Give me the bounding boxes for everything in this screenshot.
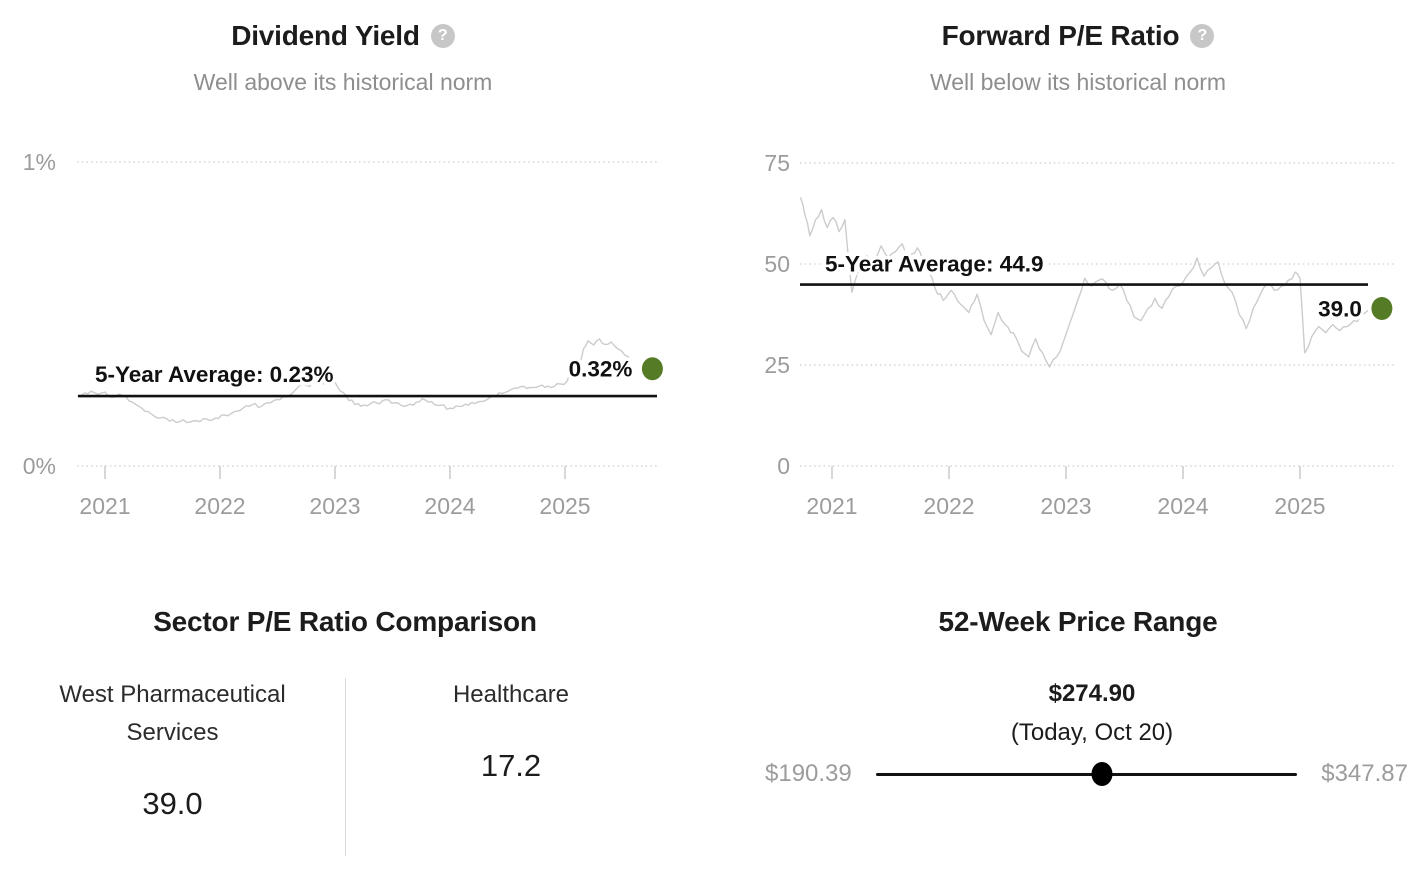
forward-pe-chart: 75 50 25 0 2021 2022 2023 2024 2025 5-Year Averag… (764, 150, 1396, 519)
forward-pe-header: Forward P/E Ratio ? Well below its histo… (712, 20, 1424, 96)
comparison-column-sector: Healthcare 17.2 (346, 676, 676, 784)
current-value-marker (641, 357, 663, 381)
forward-pe-subtitle: Well below its historical norm (929, 69, 1227, 95)
company-name: West Pharmaceutical Services (59, 681, 286, 746)
metric-history-line (77, 338, 633, 424)
price-range-title: 52-Week Price Range (938, 606, 1218, 637)
x-axis-tick-label: 2021 (79, 493, 130, 519)
x-axis-tick-label: 2021 (806, 493, 857, 519)
average-line-label: 5-Year Average: 0.23% (95, 362, 333, 387)
current-value-label: 0.32% (569, 357, 633, 382)
dividend-yield-panel: 1% 0% 2021 2022 2023 2024 2025 5-Year Average: … (0, 0, 712, 580)
current-value-label: 39.0 (1318, 296, 1362, 321)
x-axis-tick-label: 2023 (309, 493, 360, 519)
x-axis-tick-label: 2024 (1157, 493, 1208, 519)
help-icon[interactable]: ? (1190, 24, 1215, 48)
current-price: $274.90 (1048, 680, 1136, 707)
y-axis-tick-label: 50 (764, 251, 790, 277)
y-axis-tick-label: 1% (23, 149, 56, 175)
x-axis-tick-label: 2023 (1040, 493, 1091, 519)
company-pe-value: 39.0 (142, 786, 203, 821)
y-axis-tick-label: 0% (23, 453, 56, 479)
y-axis-tick-label: 75 (764, 150, 790, 176)
average-line-label: 5-Year Average: 44.9 (825, 252, 1043, 277)
sector-name: Healthcare (452, 681, 570, 708)
y-axis-tick-label: 0 (777, 453, 790, 479)
y-axis-tick-label: 25 (764, 352, 790, 378)
sector-pe-comparison-panel: Sector P/E Ratio Comparison West Pharmac… (0, 580, 712, 870)
range-max-label: $347.87 (1321, 760, 1408, 787)
forward-pe-panel: 75 50 25 0 2021 2022 2023 2024 2025 5-Year Averag… (712, 0, 1424, 580)
x-axis-tick-label: 2022 (923, 493, 974, 519)
range-min-label: $190.39 (765, 760, 852, 787)
x-axis-tick-label: 2025 (1274, 493, 1325, 519)
metric-history-line (799, 197, 1369, 368)
comparison-column-company: West Pharmaceutical Services 39.0 (0, 676, 345, 822)
sector-comparison-title: Sector P/E Ratio Comparison (153, 606, 537, 637)
sector-pe-value: 17.2 (480, 748, 542, 783)
dividend-yield-chart: 1% 0% 2021 2022 2023 2024 2025 5-Year Average: … (23, 149, 663, 519)
forward-pe-title: Forward P/E Ratio (941, 20, 1180, 51)
price-range-panel: 52-Week Price Range $274.90 (Today, Oct … (712, 580, 1424, 870)
dividend-yield-title: Dividend Yield (231, 20, 420, 51)
current-price-date: (Today, Oct 20) (1010, 719, 1174, 746)
price-range-track (875, 762, 1298, 786)
dividend-yield-header: Dividend Yield ? Well above its historic… (0, 20, 712, 96)
x-axis-tick-label: 2024 (424, 493, 475, 519)
dividend-yield-subtitle: Well above its historical norm (193, 69, 493, 95)
help-icon[interactable]: ? (430, 24, 455, 48)
column-divider (345, 678, 346, 856)
price-range-slider-row: $190.39 $347.87 (765, 760, 1408, 788)
x-axis-tick-label: 2022 (194, 493, 245, 519)
x-axis-tick-label: 2025 (539, 493, 590, 519)
current-value-marker (1371, 296, 1393, 320)
current-price-marker (1091, 762, 1113, 786)
